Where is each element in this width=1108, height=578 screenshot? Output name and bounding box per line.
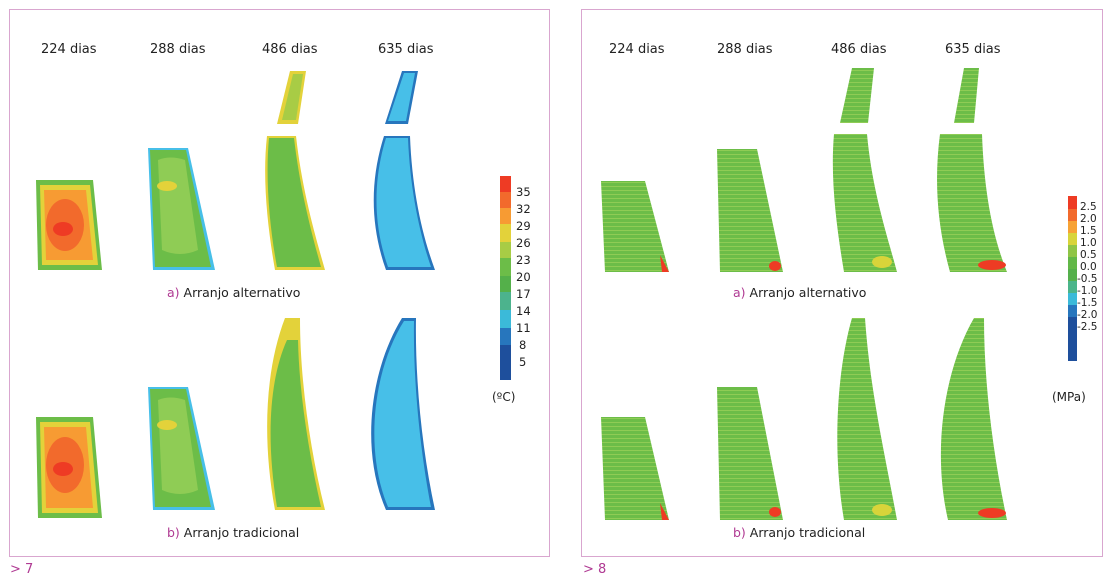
caption-b: b) Arranjo tradicional [167,525,299,540]
caption-a-text: Arranjo alternativo [179,285,301,300]
day-label-486: 486 dias [262,42,318,57]
stress-a-288 [717,149,783,272]
temperature-contour-plots [36,71,511,518]
scale-value: 35 [516,185,531,199]
day-label-288: 288 dias [150,42,206,57]
temp-a-224 [36,180,102,270]
stress-b-288 [717,387,783,520]
caption-b-letter: b) [733,525,746,540]
scale-value: 11 [516,321,531,335]
scale-value: 32 [516,202,531,216]
scale-value: 1.0 [1080,237,1097,249]
day-label-224: 224 dias [609,42,665,57]
caption-a: a) Arranjo alternativo [167,285,300,300]
temp-b-635 [371,318,435,510]
temp-b-224 [36,417,102,518]
day-label-486: 486 dias [831,42,887,57]
scale-value: 0.0 [1080,261,1097,273]
stress-b-486 [837,318,897,520]
scale-value: 8 [519,338,527,352]
scale-value: 5 [519,355,527,369]
stress-a-486 [832,68,897,272]
caption-b-letter: b) [167,525,180,540]
temp-b-486 [267,318,325,510]
day-label-288: 288 dias [717,42,773,57]
day-label-224: 224 dias [41,42,97,57]
scale-unit: (MPa) [1052,390,1086,404]
scale-value: 14 [516,304,531,318]
scale-value: 26 [516,236,531,250]
scale-value: -1.0 [1077,285,1098,297]
figure-7-panel: 224 dias 288 dias 486 dias 635 dias a) A… [9,9,550,557]
scale-value: 17 [516,287,531,301]
temp-b-288 [148,387,215,510]
caption-a: a) Arranjo alternativo [733,285,866,300]
scale-value: 23 [516,253,531,267]
stress-b-635 [940,318,1007,520]
temp-a-486 [265,71,325,270]
scale-value: -2.0 [1077,309,1098,321]
temp-a-635 [373,71,435,270]
scale-value: 20 [516,270,531,284]
caption-a-letter: a) [733,285,746,300]
stress-a-224 [601,181,669,272]
caption-b: b) Arranjo tradicional [733,525,865,540]
figure-8-panel: 224 dias 288 dias 486 dias 635 dias a) A… [581,9,1103,557]
scale-value: -1.5 [1077,297,1098,309]
stress-contour-plots [601,68,1077,520]
caption-a-text: Arranjo alternativo [745,285,867,300]
stress-a-635 [937,68,1007,272]
caption-a-letter: a) [167,285,180,300]
scale-value: 2.0 [1080,213,1097,225]
caption-b-text: Arranjo tradicional [179,525,300,540]
scale-value: -0.5 [1077,273,1098,285]
stress-b-224 [601,417,669,520]
figure-7-number: > 7 [10,562,34,577]
day-label-635: 635 dias [945,42,1001,57]
temp-a-288 [148,148,215,270]
caption-b-text: Arranjo tradicional [745,525,866,540]
scale-value: 29 [516,219,531,233]
scale-value: 2.5 [1080,201,1097,213]
stress-color-scale [1068,196,1077,361]
figure-8-number: > 8 [583,562,607,577]
scale-value: 1.5 [1080,225,1097,237]
scale-value: -2.5 [1077,321,1098,333]
scale-value: 0.5 [1080,249,1097,261]
temperature-color-scale [500,176,511,380]
day-label-635: 635 dias [378,42,434,57]
scale-unit: (ºC) [492,390,516,404]
